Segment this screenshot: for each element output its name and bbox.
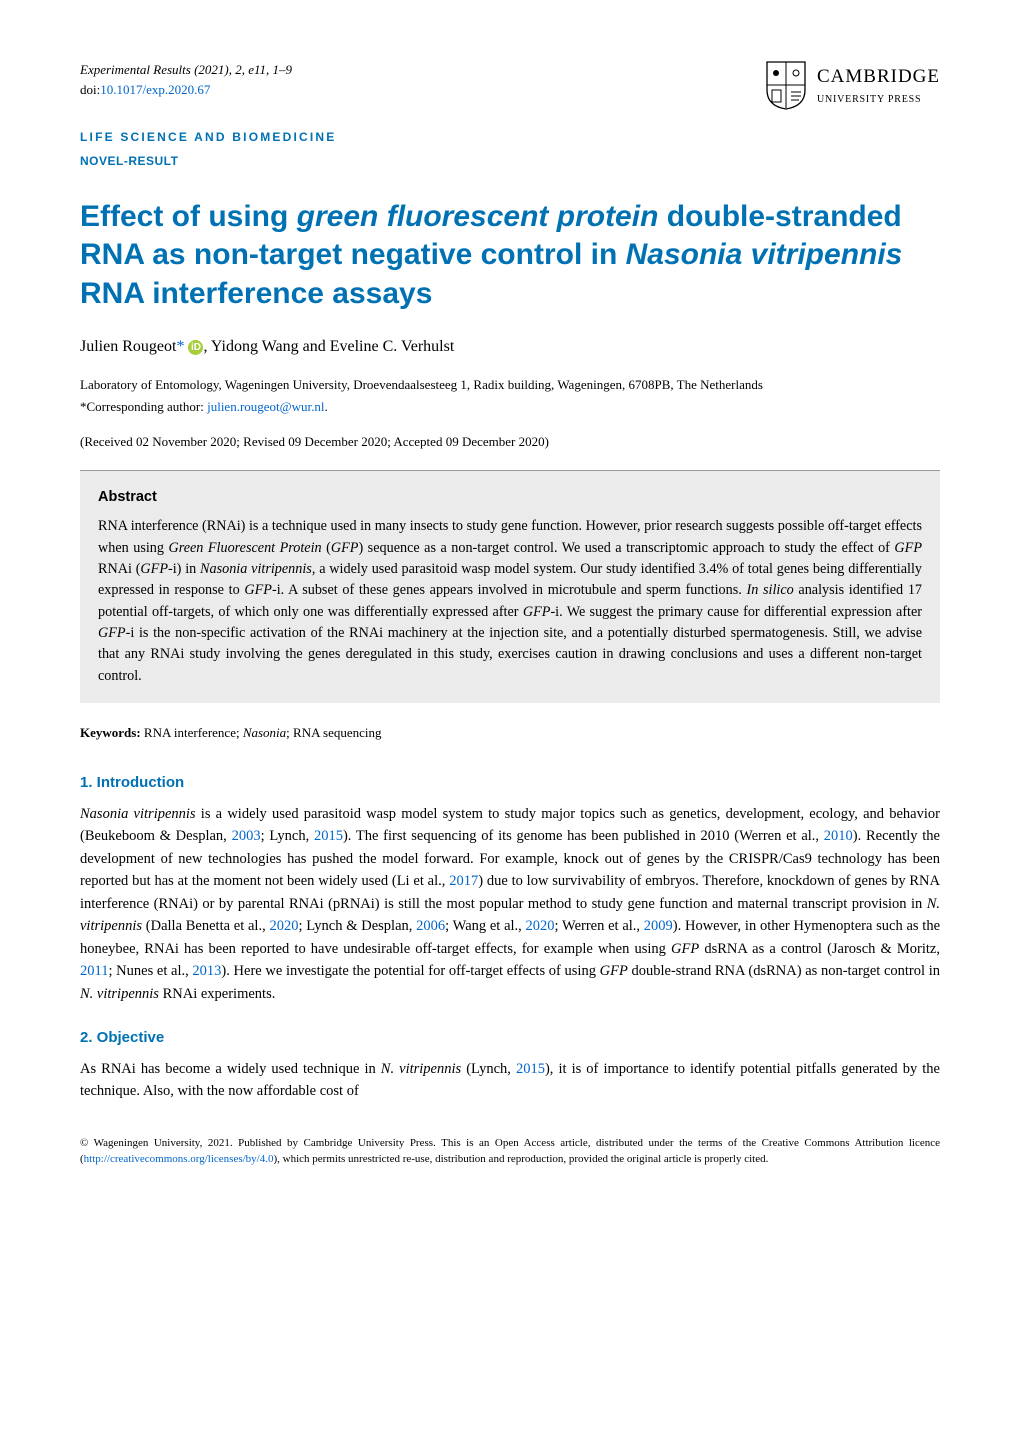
doi-line: doi:10.1017/exp.2020.67 — [80, 80, 292, 100]
keywords-label: Keywords: — [80, 725, 141, 740]
body-italic: N. vitripennis — [80, 986, 159, 1002]
body-text-span: ). Here we investigate the potential for… — [221, 963, 599, 979]
abs-text: -i. We suggest the primary cause for dif… — [550, 604, 922, 620]
citation-link[interactable]: 2003 — [232, 828, 261, 844]
abs-text: ( — [322, 540, 331, 556]
abs-text: -i) in — [168, 561, 200, 577]
title-part: Effect of using — [80, 200, 297, 233]
author-name: Julien Rougeot — [80, 338, 176, 355]
objective-paragraph: As RNAi has become a widely used techniq… — [80, 1058, 940, 1103]
title-italic: green fluorescent protein — [297, 200, 659, 233]
body-text-span: (Dalla Benetta et al., — [142, 918, 269, 934]
citation-link[interactable]: 2013 — [192, 963, 221, 979]
section-heading-objective: 2. Objective — [80, 1027, 940, 1050]
publisher-text: CAMBRIDGE UNIVERSITY PRESS — [817, 63, 940, 107]
article-category: LIFE SCIENCE AND BIOMEDICINE — [80, 128, 940, 146]
body-text-span: ; Nunes et al., — [108, 963, 192, 979]
author-name: , Yidong Wang and Eveline C. Verhulst — [203, 338, 454, 355]
body-text-span: ; Wang et al., — [445, 918, 525, 934]
abs-text: ) sequence as a non-target control. We u… — [358, 540, 894, 556]
corresponding-marker[interactable]: * — [176, 338, 184, 355]
period: . — [325, 399, 328, 414]
abs-italic: GFP — [140, 561, 168, 577]
section-heading-intro: 1. Introduction — [80, 772, 940, 795]
keywords: Keywords: RNA interference; Nasonia; RNA… — [80, 723, 940, 743]
citation-link[interactable]: 2017 — [449, 873, 478, 889]
affiliation: Laboratory of Entomology, Wageningen Uni… — [80, 375, 940, 395]
journal-citation: Experimental Results (2021), 2, e11, 1–9 — [80, 60, 292, 80]
journal-volume: (2021), 2, e11, 1–9 — [194, 62, 292, 77]
body-text-span: ). The first sequencing of its genome ha… — [343, 828, 824, 844]
keyword: RNA interference; — [141, 725, 243, 740]
abs-italic: GFP — [98, 625, 126, 641]
publisher-sub: UNIVERSITY PRESS — [817, 92, 940, 107]
corresponding-label: *Corresponding author: — [80, 399, 207, 414]
body-text-span: RNAi experiments. — [159, 986, 275, 1002]
abs-italic: GFP — [523, 604, 551, 620]
body-text-span: (Lynch, — [461, 1061, 516, 1077]
article-type: NOVEL-RESULT — [80, 152, 940, 170]
citation-link[interactable]: 2015 — [314, 828, 343, 844]
citation-link[interactable]: 2015 — [516, 1061, 545, 1077]
abs-italic: In silico — [746, 582, 793, 598]
body-text-span: double-strand RNA (dsRNA) as non-target … — [628, 963, 940, 979]
abs-italic: Green Fluorescent Protein — [168, 540, 321, 556]
citation-link[interactable]: 2011 — [80, 963, 108, 979]
abstract-text: RNA interference (RNAi) is a technique u… — [98, 516, 922, 686]
title-italic: Nasonia vitripennis — [626, 238, 903, 271]
abs-text: -i is the non-specific activation of the… — [98, 625, 922, 684]
journal-meta: Experimental Results (2021), 2, e11, 1–9… — [80, 60, 292, 99]
abs-text: -i. A subset of these genes appears invo… — [272, 582, 747, 598]
keyword-italic: Nasonia — [243, 725, 286, 740]
abs-italic: GFP — [894, 540, 922, 556]
body-text-span: ; Lynch & Desplan, — [298, 918, 416, 934]
keyword: ; RNA sequencing — [286, 725, 381, 740]
journal-name: Experimental Results — [80, 62, 191, 77]
publisher-logo: CAMBRIDGE UNIVERSITY PRESS — [765, 60, 940, 110]
body-text-span: As RNAi has become a widely used techniq… — [80, 1061, 381, 1077]
citation-link[interactable]: 2010 — [824, 828, 853, 844]
body-text-span: ; Werren et al., — [555, 918, 644, 934]
intro-paragraph: Nasonia vitripennis is a widely used par… — [80, 803, 940, 1005]
doi-label: doi: — [80, 82, 100, 97]
header-row: Experimental Results (2021), 2, e11, 1–9… — [80, 60, 940, 110]
author-list: Julien Rougeot* iD, Yidong Wang and Evel… — [80, 335, 940, 359]
abs-italic: GFP — [331, 540, 359, 556]
abstract-box: Abstract RNA interference (RNAi) is a te… — [80, 471, 940, 703]
orcid-icon[interactable]: iD — [188, 340, 203, 355]
cambridge-shield-icon — [765, 60, 807, 110]
license-link[interactable]: http://creativecommons.org/licenses/by/4… — [84, 1153, 274, 1165]
title-part: RNA interference assays — [80, 277, 432, 310]
abs-italic: Nasonia vitripennis — [200, 561, 312, 577]
body-italic: GFP — [600, 963, 628, 979]
body-italic: Nasonia vitripennis — [80, 806, 196, 822]
copyright-footer: © Wageningen University, 2021. Published… — [80, 1136, 940, 1168]
body-text-span: ; Lynch, — [261, 828, 314, 844]
article-dates: (Received 02 November 2020; Revised 09 D… — [80, 432, 940, 452]
citation-link[interactable]: 2009 — [644, 918, 673, 934]
body-italic: N. vitripennis — [381, 1061, 461, 1077]
publisher-main: CAMBRIDGE — [817, 63, 940, 92]
abstract-heading: Abstract — [98, 487, 922, 509]
abs-text: RNAi ( — [98, 561, 140, 577]
citation-link[interactable]: 2020 — [526, 918, 555, 934]
footer-text: ), which permits unrestricted re-use, di… — [274, 1153, 769, 1165]
abs-italic: GFP — [244, 582, 272, 598]
doi-link[interactable]: 10.1017/exp.2020.67 — [100, 82, 210, 97]
citation-link[interactable]: 2006 — [416, 918, 445, 934]
email-link[interactable]: julien.rougeot@wur.nl — [207, 399, 324, 414]
citation-link[interactable]: 2020 — [269, 918, 298, 934]
article-title: Effect of using green fluorescent protei… — [80, 198, 940, 313]
corresponding-author: *Corresponding author: julien.rougeot@wu… — [80, 397, 940, 417]
body-italic: GFP — [671, 941, 699, 957]
body-text-span: dsRNA as a control (Jarosch & Moritz, — [699, 941, 940, 957]
